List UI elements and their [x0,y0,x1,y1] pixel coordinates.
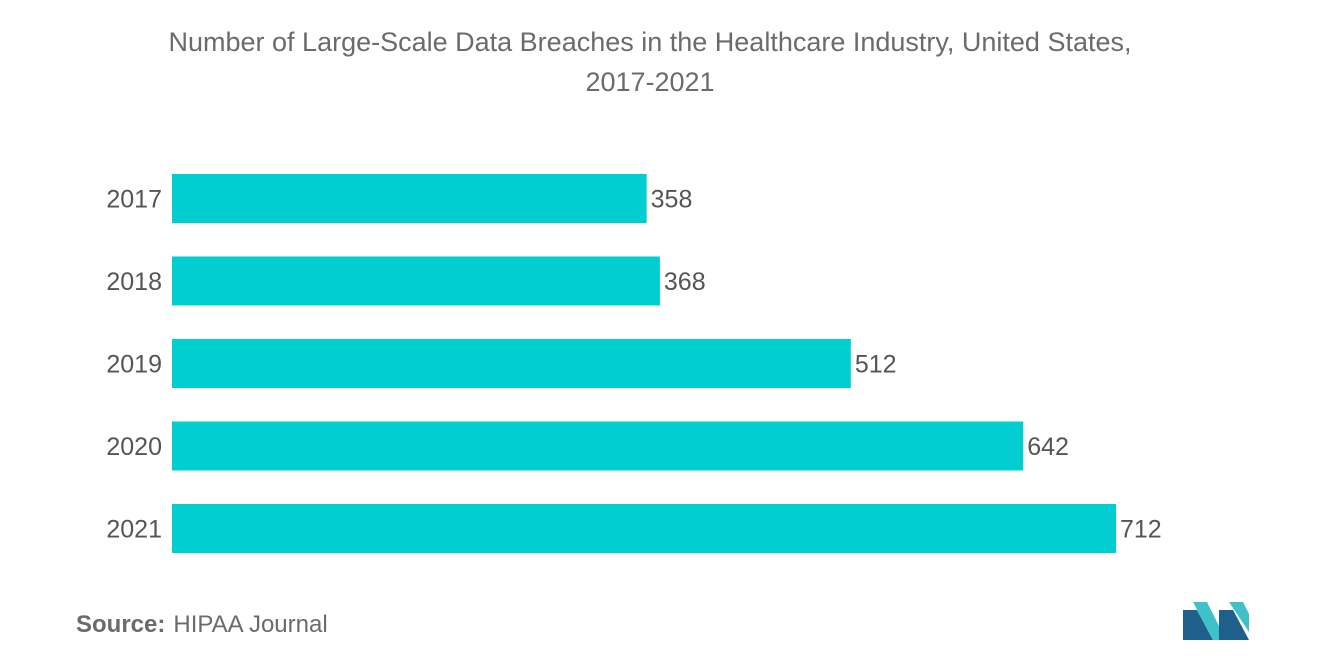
value-label-2018: 368 [664,268,706,296]
category-label-2021: 2021 [106,516,162,544]
bar-2018 [172,256,660,306]
bar-2017 [172,174,647,223]
logo-shape-1 [1183,610,1213,640]
logo-shape-2 [1193,602,1223,640]
category-label-2017: 2017 [106,186,162,214]
chart-title: Number of Large-Scale Data Breaches in t… [100,22,1200,102]
value-label-2019: 512 [855,351,897,379]
brand-logo-icon [1183,602,1249,640]
logo-shape-4 [1229,602,1249,632]
category-label-2018: 2018 [106,268,162,296]
source-value: HIPAA Journal [173,611,328,638]
bar-2019 [172,339,851,388]
value-label-2017: 358 [651,186,693,214]
source-note: Source: HIPAA Journal [76,611,328,639]
value-label-2020: 642 [1027,433,1069,461]
value-label-2021: 712 [1120,516,1162,544]
category-label-2019: 2019 [106,351,162,379]
category-label-2020: 2020 [106,433,162,461]
chart-title-line-2: 2017-2021 [585,67,715,97]
logo-shape-3 [1219,610,1249,640]
chart-title-line-1: Number of Large-Scale Data Breaches in t… [168,27,1132,57]
bar-2021 [172,504,1116,553]
source-label: Source: [76,611,166,638]
bar-2020 [172,421,1024,471]
